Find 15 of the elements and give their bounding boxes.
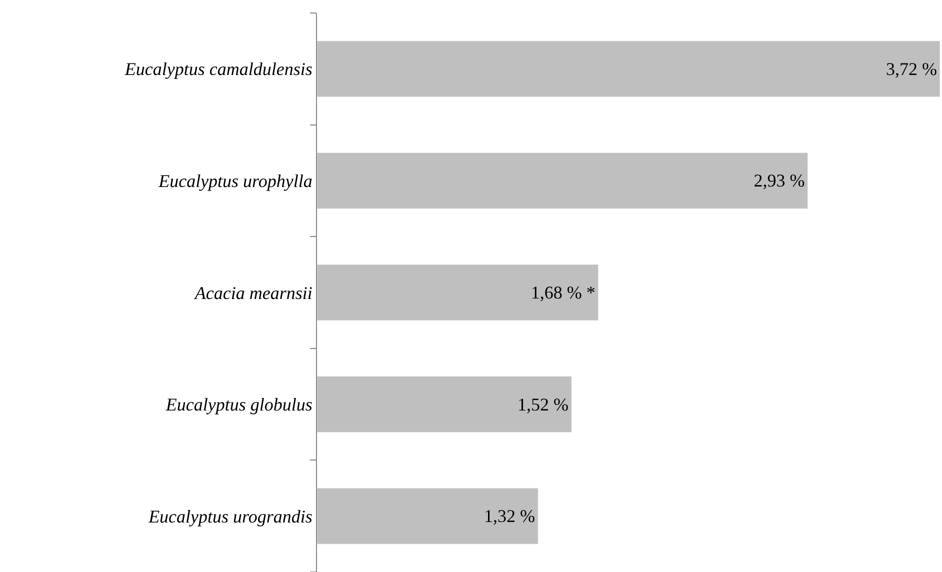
y-tick-label: Eucalyptus camaldulensis xyxy=(124,59,312,80)
bar xyxy=(317,40,940,98)
data-label: 2,93 % xyxy=(754,170,805,191)
y-tick-label: Acacia mearnsii xyxy=(194,282,312,303)
data-label: 3,72 % xyxy=(886,58,937,79)
bar xyxy=(317,376,572,432)
bar xyxy=(317,152,808,209)
data-label: 1,32 % xyxy=(484,506,536,526)
y-tick-label: Eucalyptus urophylla xyxy=(158,171,312,191)
data-label: 1,52 % xyxy=(518,394,569,414)
data-label: 1,68 % * xyxy=(530,282,596,302)
y-tick-label: Eucalyptus globulus xyxy=(164,394,312,415)
bar xyxy=(317,488,538,544)
bar xyxy=(317,264,599,321)
y-tick-label: Eucalyptus urograndis xyxy=(148,506,312,526)
